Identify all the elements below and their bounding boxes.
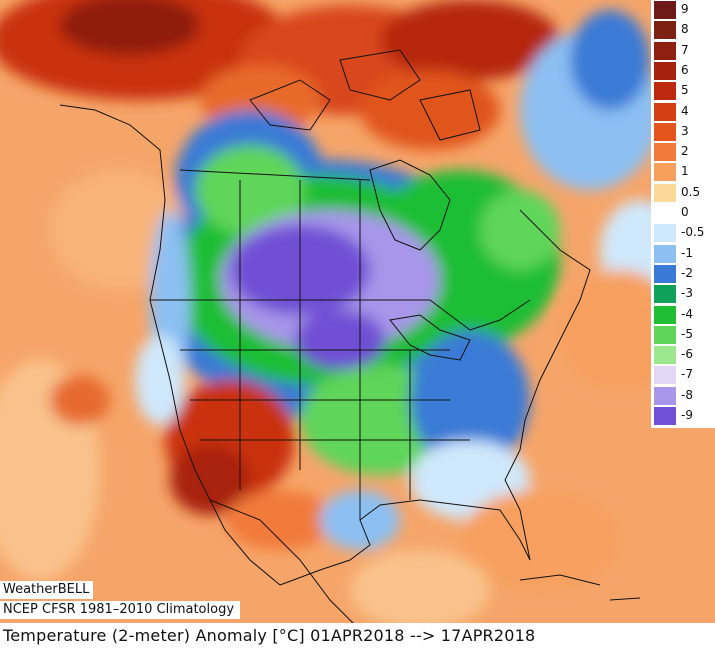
brand-label: WeatherBELL bbox=[0, 581, 94, 599]
legend-swatch bbox=[654, 407, 676, 425]
legend-swatch bbox=[654, 61, 676, 80]
legend-label: 7 bbox=[681, 42, 689, 57]
legend-row: 9 bbox=[651, 0, 715, 21]
map-credits: WeatherBELL NCEP CFSR 1981–2010 Climatol… bbox=[0, 581, 715, 648]
legend-row: -7 bbox=[651, 365, 715, 386]
legend-label: -8 bbox=[681, 387, 693, 402]
legend-swatch bbox=[654, 244, 676, 263]
legend-swatch bbox=[654, 386, 676, 405]
legend-swatch bbox=[654, 366, 676, 385]
legend-row: -1 bbox=[651, 244, 715, 265]
legend-row: -8 bbox=[651, 386, 715, 407]
map-boundaries bbox=[59, 49, 641, 631]
legend-swatch bbox=[654, 1, 676, 19]
legend-swatch bbox=[654, 285, 676, 304]
climatology-label: NCEP CFSR 1981–2010 Climatology bbox=[0, 601, 241, 619]
legend-swatch bbox=[654, 122, 676, 141]
legend-row: -6 bbox=[651, 345, 715, 366]
legend-row: 2 bbox=[651, 142, 715, 163]
legend-label: -4 bbox=[681, 306, 693, 321]
legend-label: 0 bbox=[681, 205, 689, 219]
legend-label: -3 bbox=[681, 286, 693, 301]
legend-swatch bbox=[654, 325, 676, 344]
legend-swatch bbox=[654, 143, 676, 162]
legend-row: -2 bbox=[651, 264, 715, 285]
legend-label: -7 bbox=[681, 367, 693, 382]
legend-row: 4 bbox=[651, 102, 715, 123]
legend-label: 8 bbox=[681, 22, 689, 37]
legend-swatch bbox=[654, 82, 676, 101]
legend-row: -9 bbox=[651, 406, 715, 427]
legend-swatch bbox=[654, 21, 676, 40]
legend-label: 3 bbox=[681, 123, 689, 138]
legend-row: -5 bbox=[651, 325, 715, 346]
map-title: Temperature (2-meter) Anomaly [°C] 01APR… bbox=[0, 623, 715, 648]
legend-row: 5 bbox=[651, 81, 715, 102]
legend-label: -9 bbox=[681, 408, 693, 422]
legend-swatch bbox=[654, 102, 676, 121]
legend-row: -4 bbox=[651, 305, 715, 326]
legend-row: 7 bbox=[651, 41, 715, 62]
color-scale-legend: 9 8 7 6 5 4 3 2 1 0.5 0 -0.5 -1 -2 -3 -4 -5 -6 -7 -8 -9 bbox=[651, 0, 715, 428]
legend-swatch bbox=[654, 346, 676, 365]
legend-row: -3 bbox=[651, 284, 715, 305]
legend-swatch bbox=[654, 224, 676, 243]
legend-label: -5 bbox=[681, 326, 693, 341]
legend-swatch bbox=[654, 204, 676, 222]
legend-label: 0.5 bbox=[681, 184, 701, 199]
legend-row: 0 bbox=[651, 203, 715, 224]
legend-swatch bbox=[654, 163, 676, 182]
legend-label: -2 bbox=[681, 265, 693, 280]
legend-swatch bbox=[654, 183, 676, 202]
legend-row: 8 bbox=[651, 20, 715, 41]
legend-label: 9 bbox=[681, 2, 689, 16]
legend-label: 5 bbox=[681, 83, 689, 98]
legend-row: 0.5 bbox=[651, 183, 715, 204]
legend-label: -0.5 bbox=[681, 225, 705, 240]
legend-swatch bbox=[654, 305, 676, 324]
legend-label: 6 bbox=[681, 62, 689, 77]
legend-swatch bbox=[654, 264, 676, 283]
legend-row: 6 bbox=[651, 61, 715, 82]
legend-label: 1 bbox=[681, 164, 689, 179]
legend-label: -1 bbox=[681, 245, 693, 260]
legend-row: -0.5 bbox=[651, 223, 715, 244]
legend-label: 2 bbox=[681, 144, 689, 159]
legend-label: -6 bbox=[681, 347, 693, 362]
legend-row: 3 bbox=[651, 122, 715, 143]
legend-swatch bbox=[654, 41, 676, 60]
legend-label: 4 bbox=[681, 103, 689, 118]
legend-row: 1 bbox=[651, 162, 715, 183]
